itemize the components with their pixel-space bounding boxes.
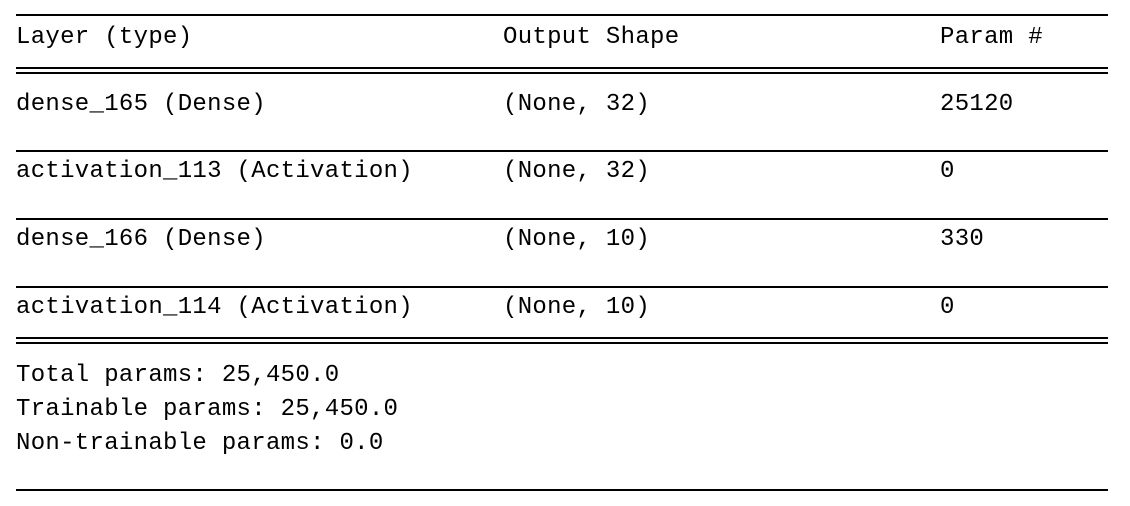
row-layer: activation_114 (Activation) [16,294,413,321]
row-param-count: 25120 [940,91,1014,118]
row-layer: activation_113 (Activation) [16,158,413,185]
header-output-shape: Output Shape [503,24,680,51]
non-trainable-params: Non-trainable params: 0.0 [16,430,384,457]
top-rule [16,14,1108,16]
row-param-count: 0 [940,294,955,321]
row-param-count: 0 [940,158,955,185]
row-separator [16,150,1108,152]
bottom-rule [16,489,1108,491]
row-param-count: 330 [940,226,985,253]
row-output-shape: (None, 10) [503,226,651,253]
trainable-params: Trainable params: 25,450.0 [16,396,399,423]
row-separator [16,286,1108,288]
header-layer-type: Layer (type) [16,24,193,51]
footer-double-rule [16,337,1108,344]
header-double-rule [16,67,1108,74]
row-output-shape: (None, 32) [503,158,651,185]
total-params: Total params: 25,450.0 [16,362,340,389]
header-param-count: Param # [940,24,1043,51]
row-layer: dense_165 (Dense) [16,91,266,118]
row-layer: dense_166 (Dense) [16,226,266,253]
row-separator [16,218,1108,220]
row-output-shape: (None, 32) [503,91,651,118]
row-output-shape: (None, 10) [503,294,651,321]
